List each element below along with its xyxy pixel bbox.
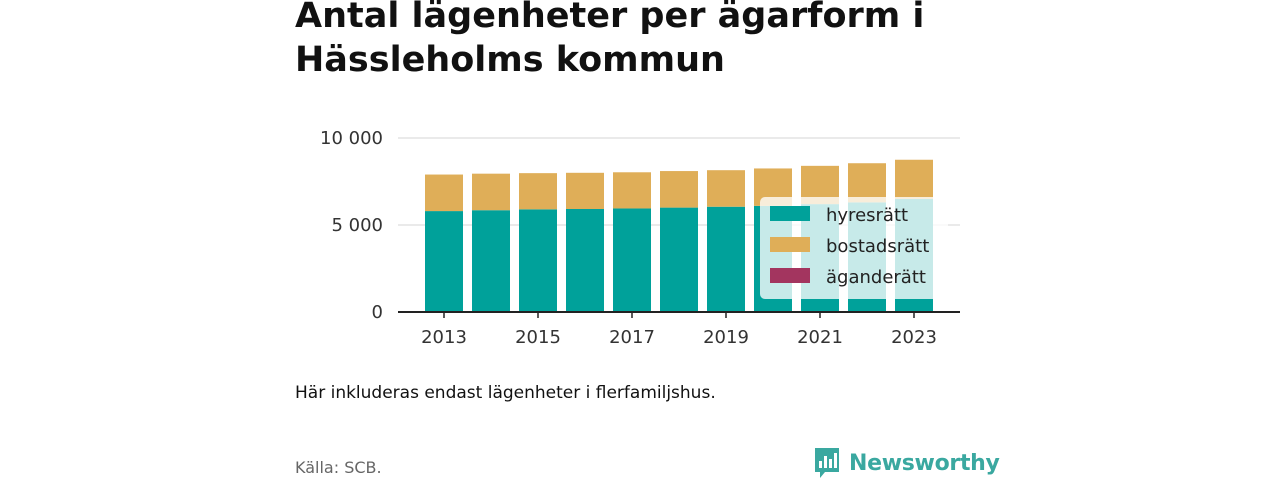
legend-label-hyresrätt: hyresrätt xyxy=(826,205,908,226)
legend-swatch-hyresrätt xyxy=(770,206,810,221)
chart-note: Här inkluderas endast lägenheter i flerf… xyxy=(295,383,716,403)
bar-bostadsrätt-2016 xyxy=(566,172,604,209)
bar-hyresrätt-2018 xyxy=(660,207,698,312)
source-text: Källa: SCB. xyxy=(295,458,382,477)
chart-title: Antal lägenheter per ägarform i Hässleho… xyxy=(295,0,925,80)
bar-bostadsrätt-2023 xyxy=(895,159,933,199)
brand-logo[interactable]: Newsworthy xyxy=(813,446,1000,480)
bar-hyresrätt-2015 xyxy=(519,209,557,312)
bar-bostadsrätt-2018 xyxy=(660,171,698,208)
newsworthy-logo-icon xyxy=(815,448,839,478)
brand-name: Newsworthy xyxy=(849,450,1000,476)
x-tick-label: 2017 xyxy=(609,327,655,348)
legend-label-äganderätt: äganderätt xyxy=(826,267,926,288)
bar-hyresrätt-2013 xyxy=(425,211,463,312)
x-axis-ticks: 2013 2015 2017 2019 2021 2023 xyxy=(421,312,937,348)
bar-bostadsrätt-2015 xyxy=(519,173,557,210)
bar-hyresrätt-2016 xyxy=(566,208,604,312)
bar-bostadsrätt-2022 xyxy=(848,163,886,203)
y-tick-label: 5 000 xyxy=(331,215,383,236)
legend-label-bostadsrätt: bostadsrätt xyxy=(826,236,929,257)
bar-hyresrätt-2014 xyxy=(472,210,510,312)
bar-bostadsrätt-2019 xyxy=(707,170,745,207)
legend: hyresrätt bostadsrätt äganderätt xyxy=(760,197,948,299)
bar-bostadsrätt-2014 xyxy=(472,173,510,211)
y-tick-label: 0 xyxy=(372,302,383,323)
y-axis-ticks: 0 5 000 10 000 xyxy=(320,128,383,323)
bar-hyresrätt-2019 xyxy=(707,206,745,312)
legend-swatch-bostadsrätt xyxy=(770,237,810,252)
y-tick-label: 10 000 xyxy=(320,128,383,149)
x-tick-label: 2019 xyxy=(703,327,749,348)
x-tick-label: 2015 xyxy=(515,327,561,348)
bar-bostadsrätt-2017 xyxy=(613,172,651,209)
bar-hyresrätt-2017 xyxy=(613,208,651,312)
x-tick-label: 2013 xyxy=(421,327,467,348)
x-tick-label: 2021 xyxy=(797,327,843,348)
bar-bostadsrätt-2013 xyxy=(425,174,463,212)
legend-swatch-äganderätt xyxy=(770,268,810,283)
x-tick-label: 2023 xyxy=(891,327,937,348)
